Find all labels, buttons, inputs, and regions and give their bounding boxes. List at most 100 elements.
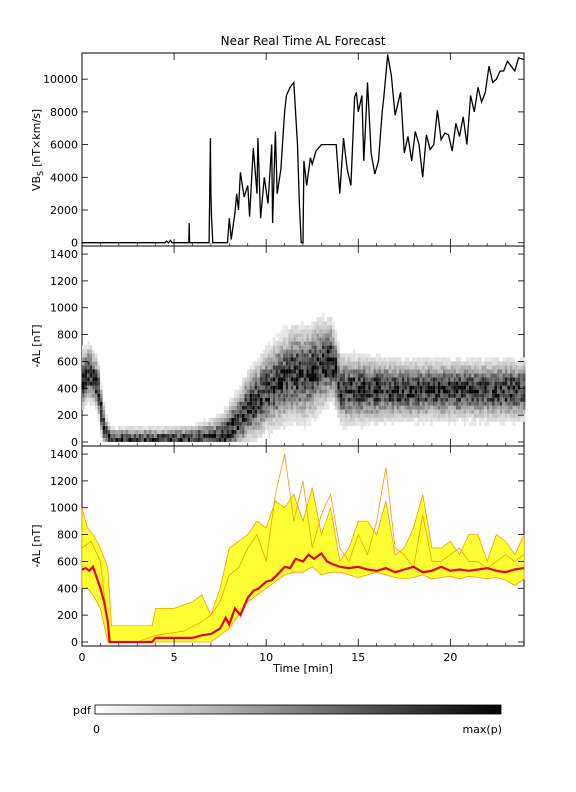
pdf-cell (272, 337, 276, 342)
pdf-cell (262, 421, 266, 426)
pdf-cell (82, 369, 85, 374)
pdf-cell (306, 357, 309, 362)
pdf-cell (303, 389, 307, 394)
pdf-cell (84, 385, 88, 390)
pdf-cell (311, 413, 315, 418)
pdf-cell (461, 361, 464, 366)
pdf-cell (311, 321, 315, 326)
pdf-cell (324, 373, 327, 378)
pdf-cell (455, 389, 459, 394)
pdf-cell (517, 397, 521, 402)
pdf-cell (373, 381, 376, 386)
pdf-cell (100, 393, 103, 398)
pdf-cell (476, 365, 480, 370)
pdf-cell (453, 389, 456, 394)
pdf-cell (412, 373, 415, 378)
pdf-cell (453, 393, 456, 398)
pdf-cell (512, 381, 516, 386)
pdf-cell (275, 373, 278, 378)
pdf-cell (414, 365, 418, 370)
pdf-cell (316, 341, 320, 346)
pdf-cell (504, 389, 508, 394)
pdf-cell (437, 365, 441, 370)
pdf-cell (368, 401, 371, 406)
pdf-cell (249, 405, 253, 410)
pdf-cell (265, 405, 268, 410)
pdf-cell (107, 433, 111, 438)
pdf-cell (278, 333, 281, 338)
pdf-cell (221, 437, 224, 442)
pdf-cell (329, 321, 333, 326)
pdf-cell (319, 401, 322, 406)
pdf-cell (345, 417, 348, 422)
pdf-cell (169, 429, 173, 434)
pdf-cell (285, 357, 289, 362)
pdf-cell (252, 397, 255, 402)
pdf-cell (265, 385, 268, 390)
pdf-cell (486, 373, 490, 378)
pdf-cell (89, 369, 93, 374)
pdf-cell (332, 397, 335, 402)
pdf-cell (486, 413, 490, 418)
pdf-cell (458, 393, 461, 398)
pdf-cell (270, 405, 273, 410)
pdf-cell (174, 437, 178, 442)
pdf-cell (381, 373, 384, 378)
pdf-cell (321, 337, 325, 342)
pdf-cell (285, 409, 289, 414)
pdf-cell (306, 353, 309, 358)
pdf-cell (306, 333, 309, 338)
pdf-cell (301, 365, 304, 370)
pdf-cell (285, 333, 289, 338)
pdf-cell (445, 357, 449, 362)
pdf-cell (510, 397, 513, 402)
pdf-cell (249, 413, 253, 418)
pdf-cell (92, 353, 95, 358)
pdf-cell (97, 409, 101, 414)
pdf-cell (306, 337, 309, 342)
pdf-cell (334, 333, 338, 338)
pdf-cell (406, 381, 410, 386)
pdf-cell (435, 361, 438, 366)
pdf-cell (466, 361, 469, 366)
pdf-cell (226, 437, 229, 442)
pdf-cell (391, 389, 394, 394)
pdf-cell (239, 437, 242, 442)
pdf-cell (520, 393, 523, 398)
pdf-cell (334, 369, 338, 374)
pdf-cell (319, 389, 322, 394)
pdf-cell (301, 377, 304, 382)
pdf-cell (479, 365, 482, 370)
pdf-cell (200, 421, 204, 426)
pdf-cell (329, 345, 333, 350)
pdf-cell (272, 425, 276, 430)
pdf-cell (435, 393, 438, 398)
pdf-cell (381, 417, 384, 422)
pdf-cell (461, 397, 464, 402)
pdf-cell (254, 361, 258, 366)
pdf-cell (321, 385, 325, 390)
pdf-cell (417, 381, 420, 386)
pdf-cell (138, 433, 142, 438)
pdf-cell (383, 369, 387, 374)
pdf-cell (471, 373, 474, 378)
pdf-cell (473, 361, 477, 366)
pdf-cell (507, 373, 510, 378)
pdf-cell (267, 409, 271, 414)
ytick-label: 600 (57, 355, 78, 368)
pdf-cell (262, 401, 266, 406)
ytick-label: 200 (57, 609, 78, 622)
pdf-cell (499, 377, 503, 382)
pdf-cell (229, 437, 232, 442)
pdf-cell (329, 373, 333, 378)
pdf-cell (375, 385, 379, 390)
pdf-cell (326, 349, 330, 354)
pdf-cell (357, 365, 361, 370)
pdf-cell (417, 393, 420, 398)
forecast-median-line (81, 551, 525, 644)
pdf-cell (136, 429, 139, 434)
pdf-cell (471, 365, 474, 370)
pdf-cell (311, 333, 315, 338)
pdf-cell (280, 369, 284, 374)
pdf-cell (102, 437, 106, 442)
